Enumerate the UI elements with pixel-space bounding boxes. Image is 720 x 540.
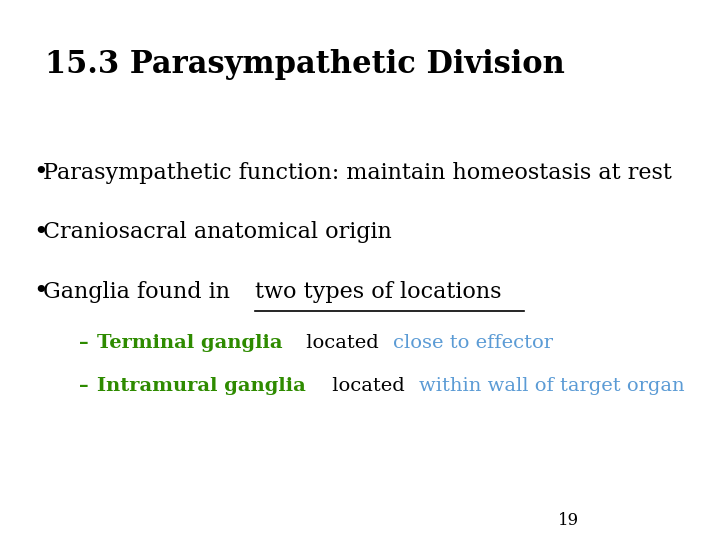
Text: within wall of target organ: within wall of target organ	[418, 377, 684, 395]
Text: Craniosacral anatomical origin: Craniosacral anatomical origin	[42, 221, 392, 243]
Text: two types of locations: two types of locations	[255, 281, 501, 302]
Text: –: –	[79, 334, 96, 352]
Text: Parasympathetic function: maintain homeostasis at rest: Parasympathetic function: maintain homeo…	[42, 162, 672, 184]
Text: located: located	[300, 334, 385, 352]
Text: 19: 19	[559, 512, 580, 529]
Text: 15.3 Parasympathetic Division: 15.3 Parasympathetic Division	[45, 49, 565, 80]
Text: close to effector: close to effector	[393, 334, 553, 352]
Text: Terminal ganglia: Terminal ganglia	[97, 334, 283, 352]
Text: Ganglia found in: Ganglia found in	[42, 281, 237, 302]
Text: •: •	[34, 280, 48, 303]
Text: •: •	[34, 221, 48, 244]
Text: located: located	[325, 377, 410, 395]
Text: Intramural ganglia: Intramural ganglia	[97, 377, 306, 395]
Text: –: –	[79, 377, 96, 395]
Text: •: •	[34, 161, 48, 184]
